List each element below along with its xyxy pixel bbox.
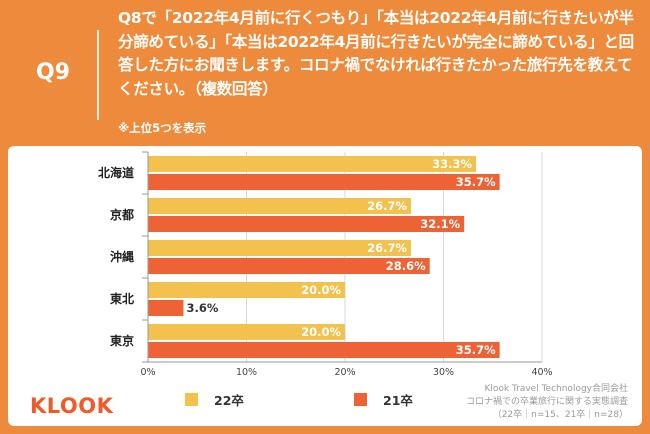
bar-21-1 — [148, 216, 465, 232]
bar-21-0 — [148, 174, 500, 190]
bar-chart: 33.3% 35.7% 北海道 26.7% 32.1% 京都 26.7% 28.6% 沖縄 20.… — [98, 151, 553, 376]
category-label-4: 東京 — [110, 333, 134, 348]
bar-22-4 — [148, 324, 345, 340]
data-label-21-4: 35.7% — [456, 343, 496, 357]
question-number: Q9 — [36, 60, 71, 85]
data-label-21-0: 35.7% — [456, 175, 496, 189]
data-label-22-4: 20.0% — [301, 325, 341, 339]
data-label-22-2: 26.7% — [367, 241, 407, 255]
legend-item-21: 21卒 — [354, 390, 413, 409]
source-company: Klook Travel Technology合同会社 — [484, 384, 628, 394]
source-note: Klook Travel Technology合同会社 コロナ禍での卒業旅行に関… — [466, 383, 628, 422]
bar-22-0 — [148, 156, 477, 172]
header-divider — [97, 30, 99, 120]
bar-21-3 — [148, 300, 184, 316]
bar-21-2 — [148, 258, 430, 274]
legend-label-21: 21卒 — [383, 393, 413, 408]
question-header: Q9 Q8で「2022年4月前に行くつもり」「本当は2022年4月前に行きたいが… — [0, 0, 650, 144]
legend-swatch-21 — [354, 393, 367, 406]
legend-swatch-22 — [185, 393, 198, 406]
legend-label-22: 22卒 — [214, 393, 244, 408]
data-label-21-1: 32.1% — [420, 217, 460, 231]
category-label-3: 東北 — [110, 291, 134, 306]
x-tick-label-1: 10% — [236, 367, 257, 376]
x-tick-label-0: 0% — [140, 367, 155, 376]
legend-item-22: 22卒 — [185, 390, 244, 409]
chart-panel: 33.3% 35.7% 北海道 26.7% 32.1% 京都 26.7% 28.6% 沖縄 20.… — [8, 146, 642, 426]
category-label-0: 北海道 — [98, 165, 134, 180]
data-label-21-2: 28.6% — [386, 259, 426, 273]
bar-21-4 — [148, 342, 500, 358]
data-label-22-1: 26.7% — [367, 199, 407, 213]
source-sample: （22卒｜n=15、21卒｜n=28） — [492, 410, 628, 420]
data-label-21-3: 3.6% — [186, 301, 218, 315]
x-tick-label-2: 20% — [334, 367, 355, 376]
data-label-22-0: 33.3% — [432, 157, 472, 171]
source-survey: コロナ禍での卒業旅行に関する実態調査 — [465, 397, 628, 407]
bar-22-3 — [148, 282, 345, 298]
x-tick-label-3: 30% — [433, 367, 454, 376]
bar-22-2 — [148, 240, 411, 256]
bar-22-1 — [148, 198, 411, 214]
question-text: Q8で「2022年4月前に行くつもり」「本当は2022年4月前に行きたいが半分諦… — [118, 9, 634, 98]
data-label-22-3: 20.0% — [301, 283, 341, 297]
x-tick-label-4: 40% — [531, 367, 552, 376]
category-label-1: 京都 — [110, 207, 134, 222]
question-note: ※上位5つを表示 — [118, 121, 207, 135]
category-label-2: 沖縄 — [110, 249, 134, 264]
klook-logo: KLOOK — [30, 394, 114, 418]
